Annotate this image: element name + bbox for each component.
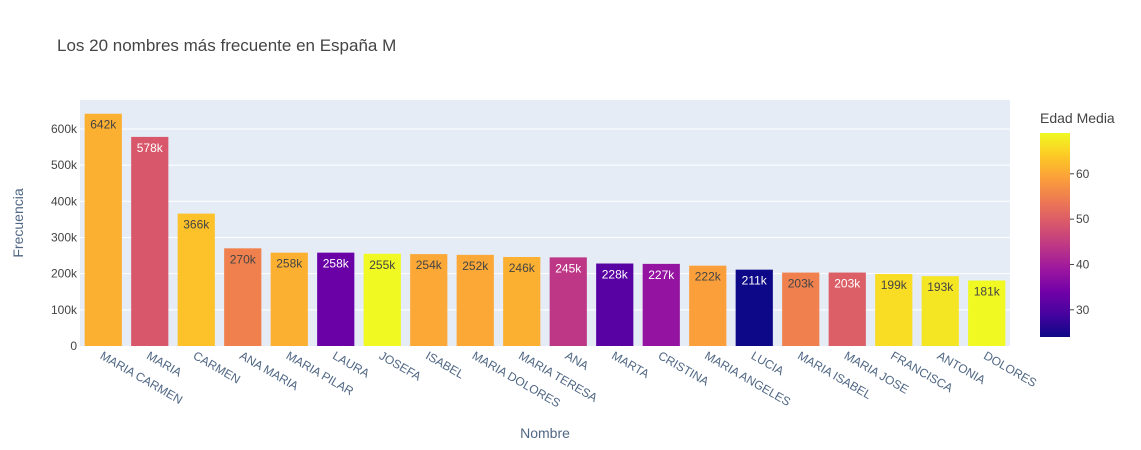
bar-value-label: 203k: [788, 277, 815, 291]
bar: [270, 252, 308, 346]
bar-value-label: 254k: [416, 258, 443, 272]
bar-value-label: 228k: [602, 268, 629, 282]
y-tick-label: 0: [70, 339, 77, 353]
bar-value-label: 578k: [137, 141, 164, 155]
bar: [921, 276, 959, 346]
colorbar-tick-label: 60: [1076, 167, 1090, 181]
bar-value-label: 366k: [183, 218, 210, 232]
bar: [828, 272, 866, 346]
y-axis-ticks: 0 100k 200k 300k 400k 500k 600k: [51, 122, 78, 353]
chart-title: Los 20 nombres más frecuente en España M: [57, 36, 396, 55]
bar: [177, 213, 215, 346]
bar: [875, 274, 913, 346]
bar: [968, 280, 1006, 346]
x-axis-title: Nombre: [520, 425, 570, 441]
x-tick-label: MARTA: [609, 348, 651, 381]
bar-value-label: 222k: [695, 270, 722, 284]
bar: [503, 257, 541, 346]
y-axis-title: Frecuencia: [10, 188, 26, 257]
y-tick-label: 100k: [51, 303, 78, 317]
bar-value-label: 181k: [974, 285, 1001, 299]
x-tick-label: CRISTINA: [656, 348, 712, 388]
bar-value-label: 258k: [323, 257, 350, 271]
bar: [689, 265, 727, 346]
bar: [549, 257, 587, 346]
x-tick-label: ISABEL: [423, 348, 467, 381]
bar-value-label: 193k: [927, 280, 954, 294]
bar-value-label: 255k: [369, 258, 396, 272]
bar: [410, 254, 448, 346]
bar-value-label: 270k: [230, 252, 257, 266]
y-tick-label: 400k: [51, 194, 78, 208]
x-tick-label: JOSEFA: [377, 348, 424, 383]
x-tick-label: CARMEN: [191, 348, 243, 386]
bar-value-label: 252k: [462, 259, 489, 273]
x-tick-label: DOLORES: [981, 348, 1039, 389]
y-tick-label: 300k: [51, 230, 78, 244]
x-tick-label: MARIA ANGELES: [702, 348, 793, 408]
colorbar-tick-label: 30: [1076, 303, 1090, 317]
colorbar-ticks: 30 40 50 60: [1070, 167, 1090, 317]
bar: [317, 252, 355, 346]
bar-value-label: 246k: [509, 261, 536, 275]
colorbar: [1040, 133, 1070, 337]
bar: [642, 263, 680, 346]
bar: [735, 269, 773, 346]
colorbar-title: Edad Media: [1040, 110, 1115, 126]
bar: [363, 253, 401, 346]
bar: [456, 254, 494, 346]
bar-value-label: 227k: [648, 268, 675, 282]
y-tick-label: 600k: [51, 122, 78, 136]
y-tick-label: 500k: [51, 158, 78, 172]
x-tick-label: ANA: [563, 348, 591, 372]
plot-area: [80, 100, 1010, 346]
bar: [84, 113, 122, 346]
bar-value-label: 203k: [834, 277, 861, 291]
colorbar-tick-label: 40: [1076, 257, 1090, 271]
bar-value-label: 258k: [276, 257, 303, 271]
bars: 642k 578k 366k 270k 258k 258k 255k 254k 252k 246k…: [84, 113, 1006, 346]
x-tick-label: MARIA CARMEN: [98, 348, 185, 406]
bar: [224, 248, 262, 346]
bar: [596, 263, 634, 346]
bar-value-label: 199k: [881, 278, 908, 292]
bar-value-label: 642k: [90, 118, 117, 132]
y-tick-label: 200k: [51, 267, 78, 281]
bar: [782, 272, 820, 346]
colorbar-tick-label: 50: [1076, 212, 1090, 226]
bar: [131, 136, 169, 346]
bar-value-label: 211k: [742, 274, 768, 288]
bar-value-label: 245k: [555, 261, 582, 275]
